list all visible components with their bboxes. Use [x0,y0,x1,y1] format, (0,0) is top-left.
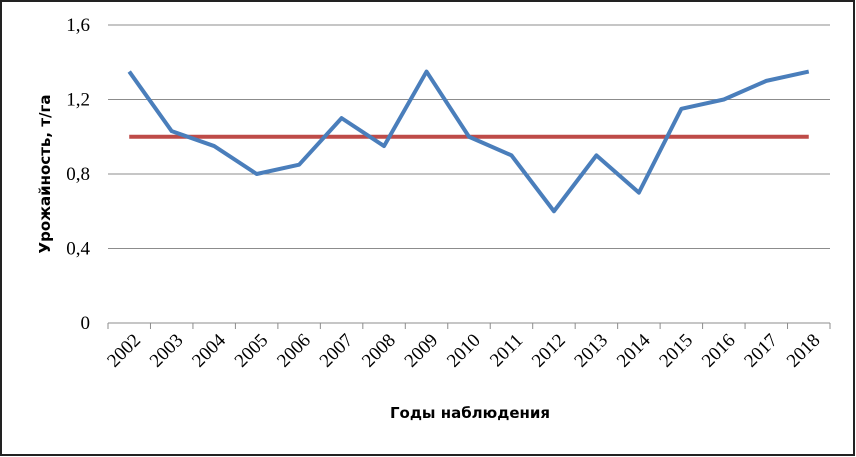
x-axis-title: Годы наблюдения [390,404,550,422]
y-tick-label: 1,2 [66,90,90,111]
y-axis-title: Урожайность, т/га [36,95,54,254]
y-tick-label: 0,4 [66,239,90,260]
y-tick-label: 0 [81,313,91,334]
line-series [127,69,810,214]
y-tick-label: 1,6 [66,15,90,36]
y-tick-label: 0,8 [66,164,90,185]
